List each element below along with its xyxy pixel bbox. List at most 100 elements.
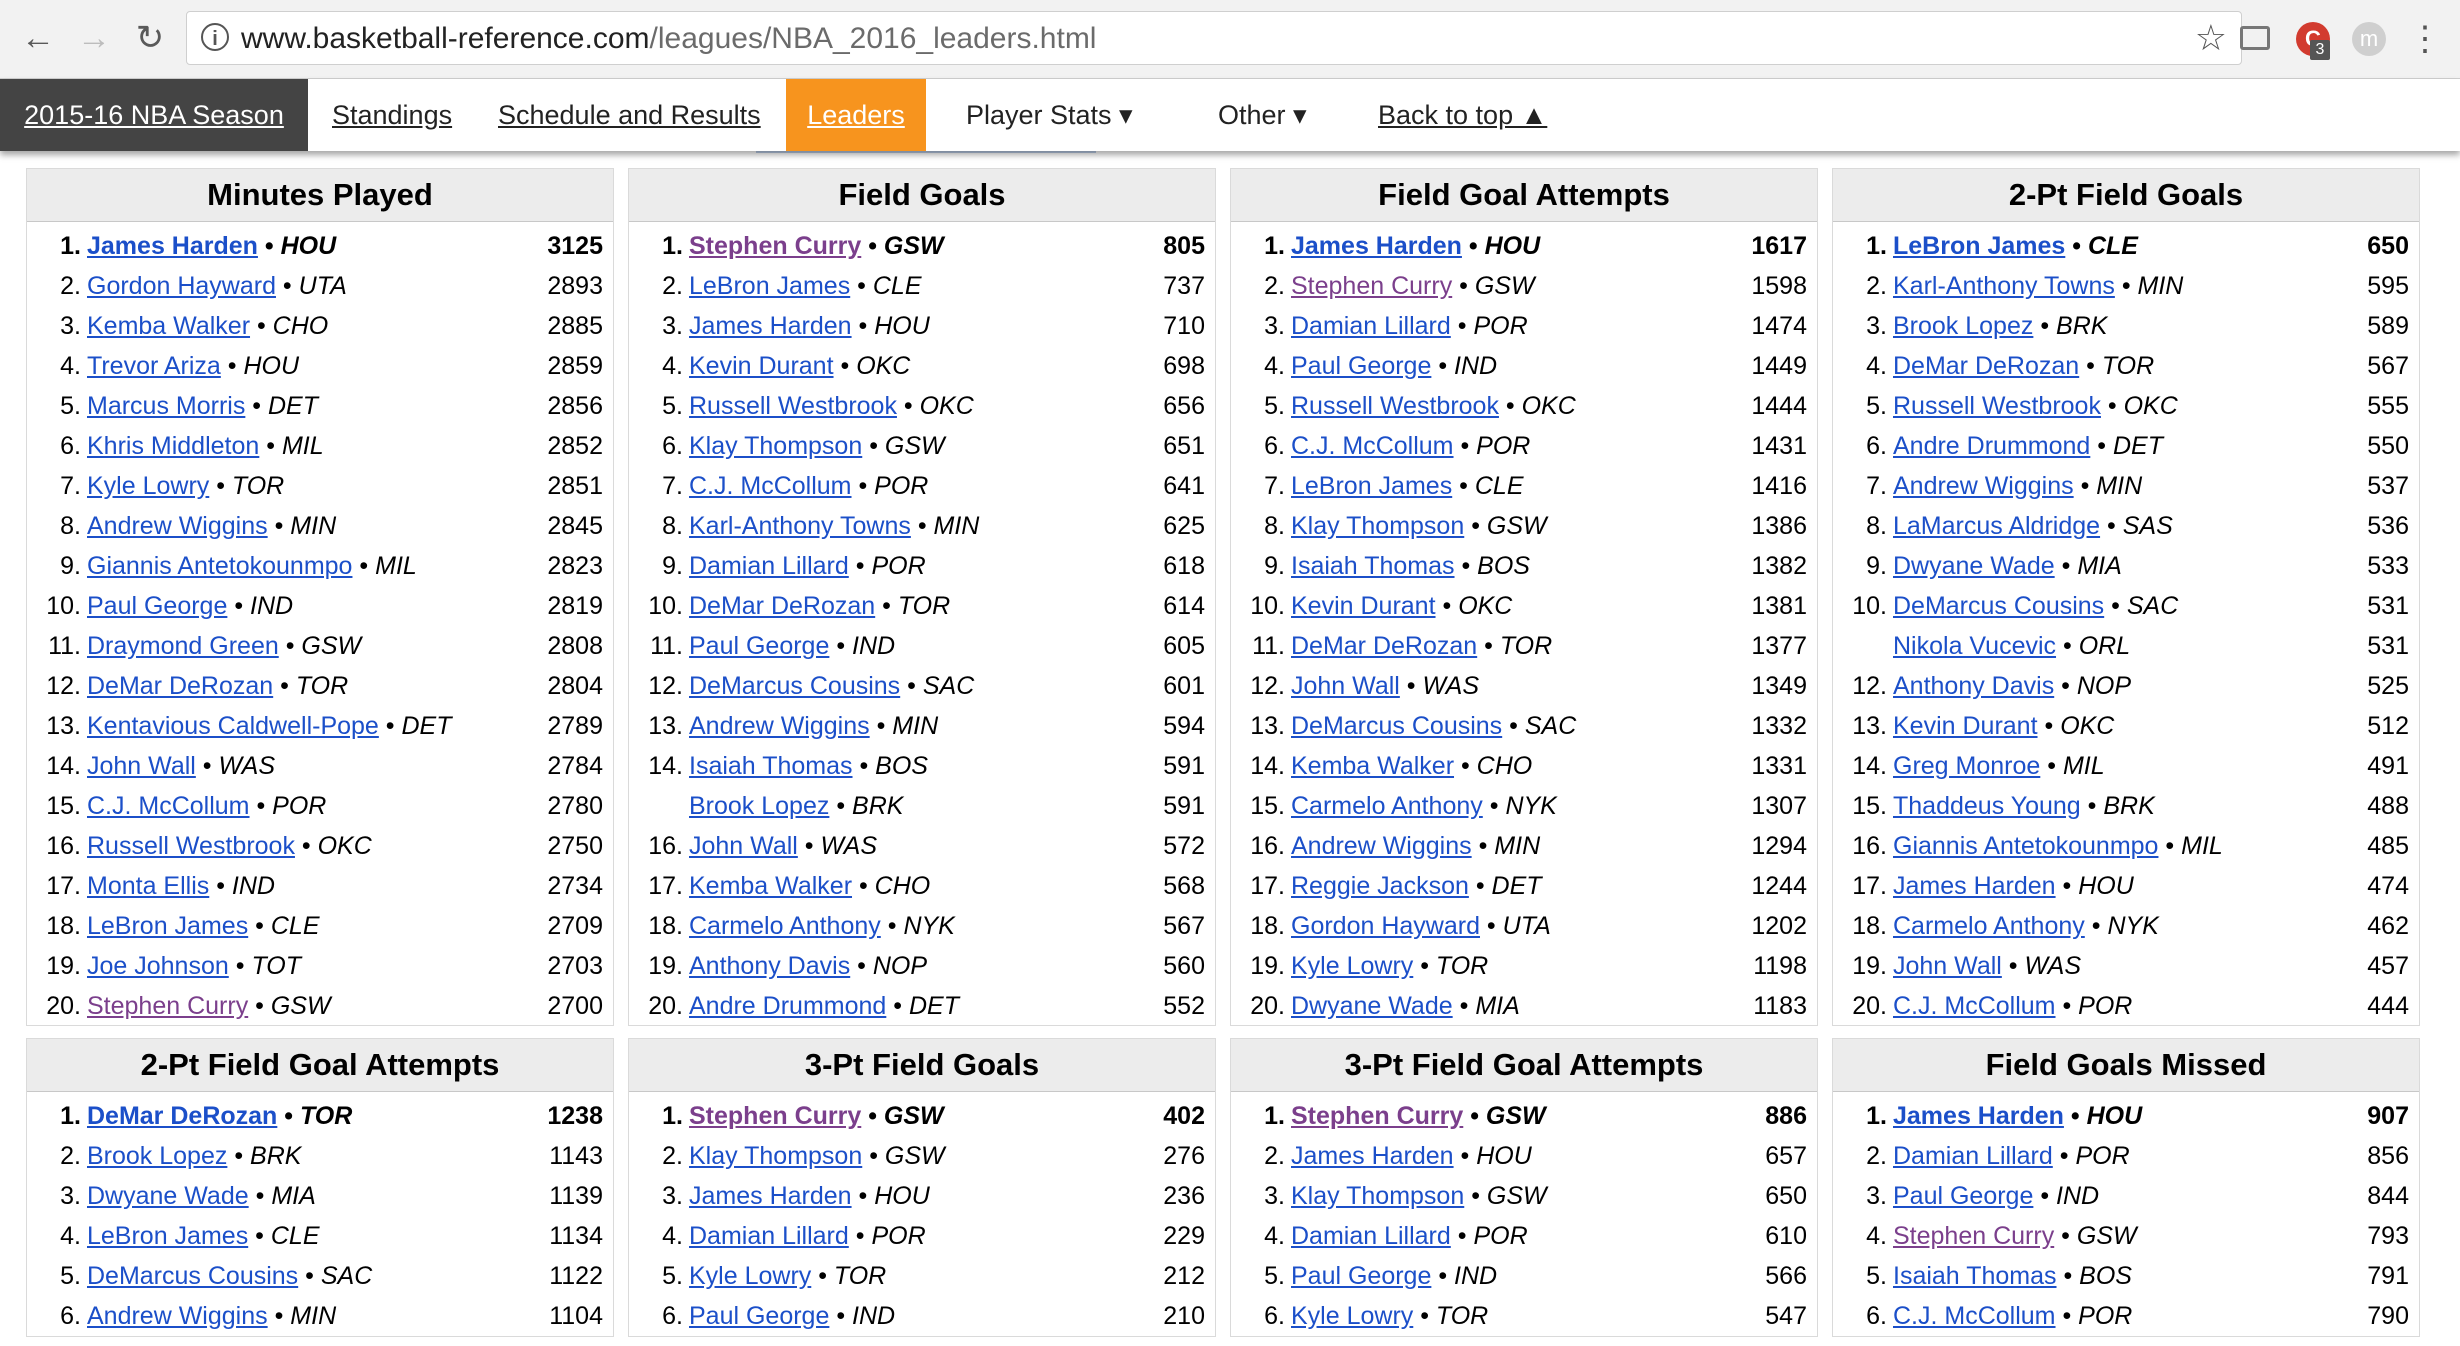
player-link[interactable]: Isaiah Thomas xyxy=(1291,552,1455,580)
player-link[interactable]: Andrew Wiggins xyxy=(1893,472,2074,500)
url-text[interactable]: www.basketball-reference.com/leagues/NBA… xyxy=(241,22,1096,56)
player-link[interactable]: Greg Monroe xyxy=(1893,752,2041,780)
player-link[interactable]: Giannis Antetokounmpo xyxy=(87,552,353,580)
player-link[interactable]: C.J. McCollum xyxy=(689,472,852,500)
player-link[interactable]: Anthony Davis xyxy=(1893,672,2055,700)
player-link[interactable]: Andrew Wiggins xyxy=(87,512,268,540)
player-link[interactable]: James Harden xyxy=(1291,232,1462,260)
player-link[interactable]: Carmelo Anthony xyxy=(1291,792,1483,820)
player-link[interactable]: Damian Lillard xyxy=(1291,1222,1451,1250)
player-link[interactable]: C.J. McCollum xyxy=(1893,992,2056,1020)
player-link[interactable]: Andrew Wiggins xyxy=(689,712,870,740)
player-link[interactable]: John Wall xyxy=(689,832,798,860)
player-link[interactable]: Dwyane Wade xyxy=(87,1182,249,1210)
player-link[interactable]: Kyle Lowry xyxy=(1291,952,1414,980)
player-link[interactable]: Kevin Durant xyxy=(1291,592,1436,620)
nav-back-to-top[interactable]: Back to top ▲ xyxy=(1378,100,1548,130)
nav-other[interactable]: Other ▾ xyxy=(1218,100,1307,130)
player-link[interactable]: Khris Middleton xyxy=(87,432,260,460)
player-link[interactable]: Anthony Davis xyxy=(689,952,851,980)
player-link[interactable]: DeMar DeRozan xyxy=(1291,632,1478,660)
player-link[interactable]: Damian Lillard xyxy=(1291,312,1451,340)
player-link[interactable]: Paul George xyxy=(1291,352,1432,380)
player-link[interactable]: Joe Johnson xyxy=(87,952,229,980)
player-link[interactable]: Paul George xyxy=(689,632,830,660)
player-link[interactable]: Kemba Walker xyxy=(87,312,251,340)
player-link[interactable]: James Harden xyxy=(1893,872,2056,900)
player-link[interactable]: Giannis Antetokounmpo xyxy=(1893,832,2159,860)
player-link[interactable]: Karl-Anthony Towns xyxy=(689,512,911,540)
player-link[interactable]: Brook Lopez xyxy=(689,792,830,820)
player-link[interactable]: John Wall xyxy=(1893,952,2002,980)
player-link[interactable]: Paul George xyxy=(1893,1182,2034,1210)
player-link[interactable]: James Harden xyxy=(87,232,258,260)
player-link[interactable]: Andre Drummond xyxy=(1893,432,2091,460)
player-link[interactable]: C.J. McCollum xyxy=(87,792,250,820)
player-link[interactable]: Brook Lopez xyxy=(87,1142,228,1170)
player-link[interactable]: Damian Lillard xyxy=(1893,1142,2053,1170)
player-link[interactable]: Paul George xyxy=(1291,1262,1432,1290)
player-link[interactable]: LaMarcus Aldridge xyxy=(1893,512,2101,540)
player-link[interactable]: Andrew Wiggins xyxy=(1291,832,1472,860)
player-link[interactable]: James Harden xyxy=(1893,1102,2064,1130)
player-link[interactable]: LeBron James xyxy=(689,272,851,300)
player-link[interactable]: James Harden xyxy=(689,1182,852,1210)
site-info-icon[interactable]: i xyxy=(201,23,229,51)
player-link[interactable]: John Wall xyxy=(1291,672,1400,700)
player-link[interactable]: Stephen Curry xyxy=(1291,1102,1464,1130)
player-link[interactable]: DeMarcus Cousins xyxy=(1291,712,1503,740)
player-link[interactable]: Marcus Morris xyxy=(87,392,246,420)
nav-schedule-results[interactable]: Schedule and Results xyxy=(498,100,761,130)
cast-icon[interactable] xyxy=(2240,26,2270,50)
player-link[interactable]: Monta Ellis xyxy=(87,872,210,900)
player-link[interactable]: Thaddeus Young xyxy=(1893,792,2081,820)
player-link[interactable]: Klay Thompson xyxy=(689,432,863,460)
player-link[interactable]: Kyle Lowry xyxy=(1291,1302,1414,1330)
player-link[interactable]: Damian Lillard xyxy=(689,552,849,580)
player-link[interactable]: James Harden xyxy=(1291,1142,1454,1170)
bookmark-star-icon[interactable]: ☆ xyxy=(2194,17,2227,58)
player-link[interactable]: Paul George xyxy=(87,592,228,620)
player-link[interactable]: John Wall xyxy=(87,752,196,780)
player-link[interactable]: Stephen Curry xyxy=(689,232,862,260)
player-link[interactable]: Carmelo Anthony xyxy=(689,912,881,940)
player-link[interactable]: Dwyane Wade xyxy=(1893,552,2055,580)
player-link[interactable]: DeMar DeRozan xyxy=(87,1102,278,1130)
player-link[interactable]: Russell Westbrook xyxy=(1893,392,2101,420)
player-link[interactable]: Trevor Ariza xyxy=(87,352,221,380)
player-link[interactable]: Dwyane Wade xyxy=(1291,992,1453,1020)
nav-player-stats[interactable]: Player Stats ▾ xyxy=(966,100,1133,130)
player-link[interactable]: Gordon Hayward xyxy=(1291,912,1480,940)
player-link[interactable]: DeMar DeRozan xyxy=(1893,352,2080,380)
player-link[interactable]: James Harden xyxy=(689,312,852,340)
player-link[interactable]: Kevin Durant xyxy=(689,352,834,380)
player-link[interactable]: Gordon Hayward xyxy=(87,272,276,300)
player-link[interactable]: DeMar DeRozan xyxy=(87,672,274,700)
player-link[interactable]: DeMarcus Cousins xyxy=(1893,592,2105,620)
player-link[interactable]: Reggie Jackson xyxy=(1291,872,1469,900)
address-bar[interactable]: i www.basketball-reference.com/leagues/N… xyxy=(186,11,2242,65)
player-link[interactable]: Klay Thompson xyxy=(689,1142,863,1170)
player-link[interactable]: Klay Thompson xyxy=(1291,1182,1465,1210)
player-link[interactable]: Andrew Wiggins xyxy=(87,1302,268,1330)
profile-avatar[interactable]: m xyxy=(2352,22,2386,56)
player-link[interactable]: Isaiah Thomas xyxy=(689,752,853,780)
player-link[interactable]: Nikola Vucevic xyxy=(1893,632,2057,660)
player-link[interactable]: Karl-Anthony Towns xyxy=(1893,272,2115,300)
player-link[interactable]: DeMar DeRozan xyxy=(689,592,876,620)
player-link[interactable]: Kemba Walker xyxy=(1291,752,1455,780)
player-link[interactable]: C.J. McCollum xyxy=(1291,432,1454,460)
player-link[interactable]: Kevin Durant xyxy=(1893,712,2038,740)
player-link[interactable]: Isaiah Thomas xyxy=(1893,1262,2057,1290)
player-link[interactable]: Russell Westbrook xyxy=(87,832,295,860)
player-link[interactable]: Kentavious Caldwell-Pope xyxy=(87,712,379,740)
player-link[interactable]: LeBron James xyxy=(87,912,249,940)
nav-standings[interactable]: Standings xyxy=(332,100,453,130)
player-link[interactable]: Carmelo Anthony xyxy=(1893,912,2085,940)
player-link[interactable]: Stephen Curry xyxy=(1893,1222,2055,1250)
player-link[interactable]: Russell Westbrook xyxy=(689,392,897,420)
nav-season[interactable]: 2015-16 NBA Season xyxy=(0,79,308,151)
player-link[interactable]: LeBron James xyxy=(1291,472,1453,500)
player-link[interactable]: Draymond Green xyxy=(87,632,279,660)
player-link[interactable]: Stephen Curry xyxy=(689,1102,862,1130)
